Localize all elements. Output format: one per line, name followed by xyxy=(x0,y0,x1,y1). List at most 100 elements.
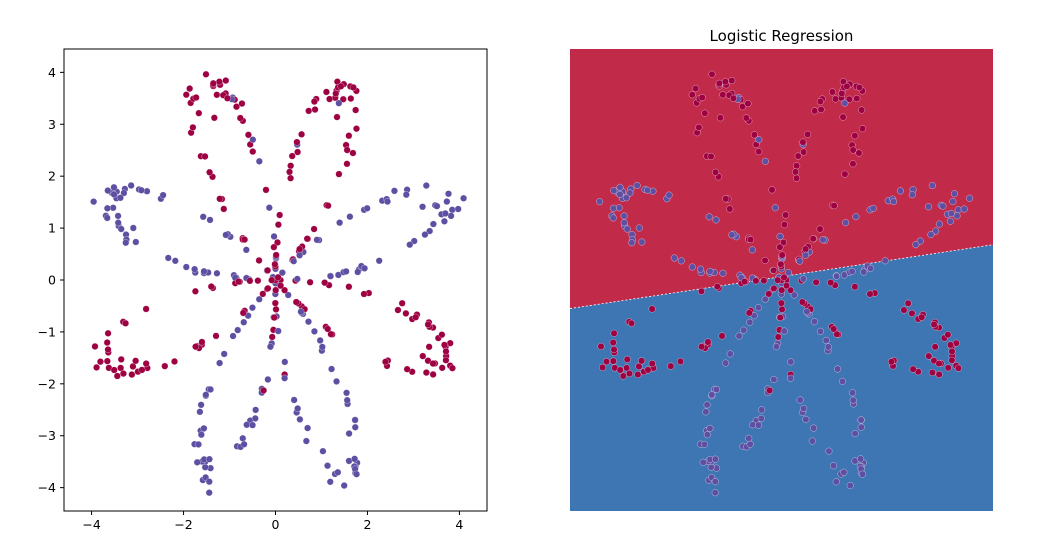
scatter-point-class-0 xyxy=(677,357,684,365)
scatter-point-class-1 xyxy=(688,263,696,271)
scatter-point-class-0 xyxy=(935,371,943,378)
scatter-point-class-1 xyxy=(848,267,856,275)
scatter-point-class-0 xyxy=(268,333,276,341)
scatter-point-class-0 xyxy=(349,149,357,157)
scatter-point-class-0 xyxy=(335,170,343,178)
scatter-point-class-1 xyxy=(830,462,837,470)
scatter-point-class-0 xyxy=(198,338,206,346)
scatter-point-class-0 xyxy=(311,106,319,113)
scatter-point-class-1 xyxy=(811,318,818,326)
scatter-point-class-0 xyxy=(238,100,246,108)
scatter-point-class-0 xyxy=(292,298,300,306)
scatter-point-class-1 xyxy=(746,318,754,326)
scatter-point-class-1 xyxy=(834,365,842,373)
scatter-point-class-1 xyxy=(761,295,769,303)
scatter-point-class-0 xyxy=(337,82,345,90)
scatter-point-class-1 xyxy=(122,239,130,247)
scatter-point-class-1 xyxy=(433,202,441,210)
scatter-point-class-0 xyxy=(778,286,786,294)
scatter-point-class-1 xyxy=(776,232,784,240)
scatter-point-class-1 xyxy=(251,414,259,422)
scatter-point-class-0 xyxy=(888,358,895,366)
scatter-point-class-1 xyxy=(867,264,875,272)
scatter-point-class-0 xyxy=(276,211,284,219)
scatter-point-class-1 xyxy=(324,462,331,470)
scatter-point-class-0 xyxy=(858,106,866,114)
scatter-point-class-1 xyxy=(746,440,754,448)
scatter-point-class-1 xyxy=(120,189,128,197)
scatter-point-class-1 xyxy=(890,198,897,206)
scatter-point-class-0 xyxy=(716,114,724,122)
scatter-point-class-0 xyxy=(793,162,801,170)
scatter-point-class-0 xyxy=(142,305,150,313)
scatter-point-class-1 xyxy=(966,194,974,202)
scatter-point-class-1 xyxy=(912,241,920,249)
scatter-point-class-0 xyxy=(752,277,760,285)
scatter-point-class-1 xyxy=(104,187,112,195)
scatter-point-class-0 xyxy=(222,77,230,85)
scatter-point-class-1 xyxy=(206,216,214,224)
scatter-point-class-0 xyxy=(286,168,293,176)
scatter-point-class-1 xyxy=(361,264,369,272)
scatter-point-class-0 xyxy=(412,313,420,321)
scatter-point-class-1 xyxy=(951,190,958,198)
scatter-point-class-1 xyxy=(960,205,968,213)
scatter-point-class-0 xyxy=(264,284,272,292)
scatter-point-class-0 xyxy=(667,362,675,370)
scatter-point-class-1 xyxy=(351,416,359,424)
scatter-point-class-0 xyxy=(103,339,111,346)
scatter-point-class-1 xyxy=(802,415,810,423)
scatter-point-class-1 xyxy=(310,327,318,335)
scatter-point-class-1 xyxy=(406,241,414,249)
scatter-point-class-0 xyxy=(843,82,851,90)
scatter-point-class-0 xyxy=(440,341,448,349)
scatter-point-class-0 xyxy=(944,331,952,339)
scatter-point-class-0 xyxy=(954,364,962,372)
scatter-point-class-0 xyxy=(817,106,825,113)
scatter-point-class-1 xyxy=(857,423,865,431)
scatter-point-class-0 xyxy=(628,319,635,327)
scatter-point-class-0 xyxy=(262,186,270,194)
scatter-point-class-1 xyxy=(842,219,850,227)
scatter-point-class-1 xyxy=(633,182,641,189)
scatter-point-class-0 xyxy=(793,174,801,182)
scatter-point-class-0 xyxy=(349,84,357,91)
y-tick-label: 1 xyxy=(48,221,56,236)
scatter-point-class-1 xyxy=(346,213,354,221)
scatter-point-class-0 xyxy=(91,342,99,350)
scatter-point-class-1 xyxy=(297,308,305,316)
scatter-chart: −4 −2 0 2 4 −4 −3 −2 −1 0 1 2 3 4 xyxy=(38,48,488,532)
y-tick-label: 2 xyxy=(48,169,56,184)
scatter-point-class-1 xyxy=(278,269,286,277)
scatter-point-class-0 xyxy=(321,279,329,287)
scatter-point-class-0 xyxy=(429,360,437,368)
scatter-point-class-1 xyxy=(620,219,628,227)
scatter-point-class-1 xyxy=(351,423,359,431)
scatter-point-class-1 xyxy=(255,295,263,303)
scatter-point-class-0 xyxy=(625,370,633,377)
scatter-point-class-1 xyxy=(220,350,228,358)
scatter-point-class-1 xyxy=(839,377,846,385)
scatter-point-class-1 xyxy=(609,214,617,222)
scatter-point-class-1 xyxy=(770,376,778,383)
scatter-point-class-1 xyxy=(859,470,866,478)
scatter-point-class-0 xyxy=(424,321,432,328)
scatter-point-class-1 xyxy=(316,336,324,344)
scatter-point-class-0 xyxy=(776,314,784,322)
scatter-point-class-1 xyxy=(109,204,117,212)
scatter-point-class-1 xyxy=(363,204,371,212)
scatter-point-class-1 xyxy=(808,437,816,445)
y-tick-label: −1 xyxy=(38,324,56,339)
scatter-point-class-0 xyxy=(271,260,279,268)
scatter-point-class-0 xyxy=(192,343,200,351)
logistic-regression-chart: Logistic Regression xyxy=(570,27,993,511)
scatter-point-class-0 xyxy=(206,168,214,176)
x-tick-label: 4 xyxy=(455,517,463,532)
scatter-point-class-1 xyxy=(665,191,673,199)
scatter-point-class-0 xyxy=(638,357,646,365)
scatter-point-class-1 xyxy=(296,251,304,259)
scatter-point-class-0 xyxy=(741,278,748,286)
scatter-point-class-1 xyxy=(460,194,468,202)
scatter-point-class-1 xyxy=(199,213,207,221)
scatter-point-class-0 xyxy=(698,94,706,101)
